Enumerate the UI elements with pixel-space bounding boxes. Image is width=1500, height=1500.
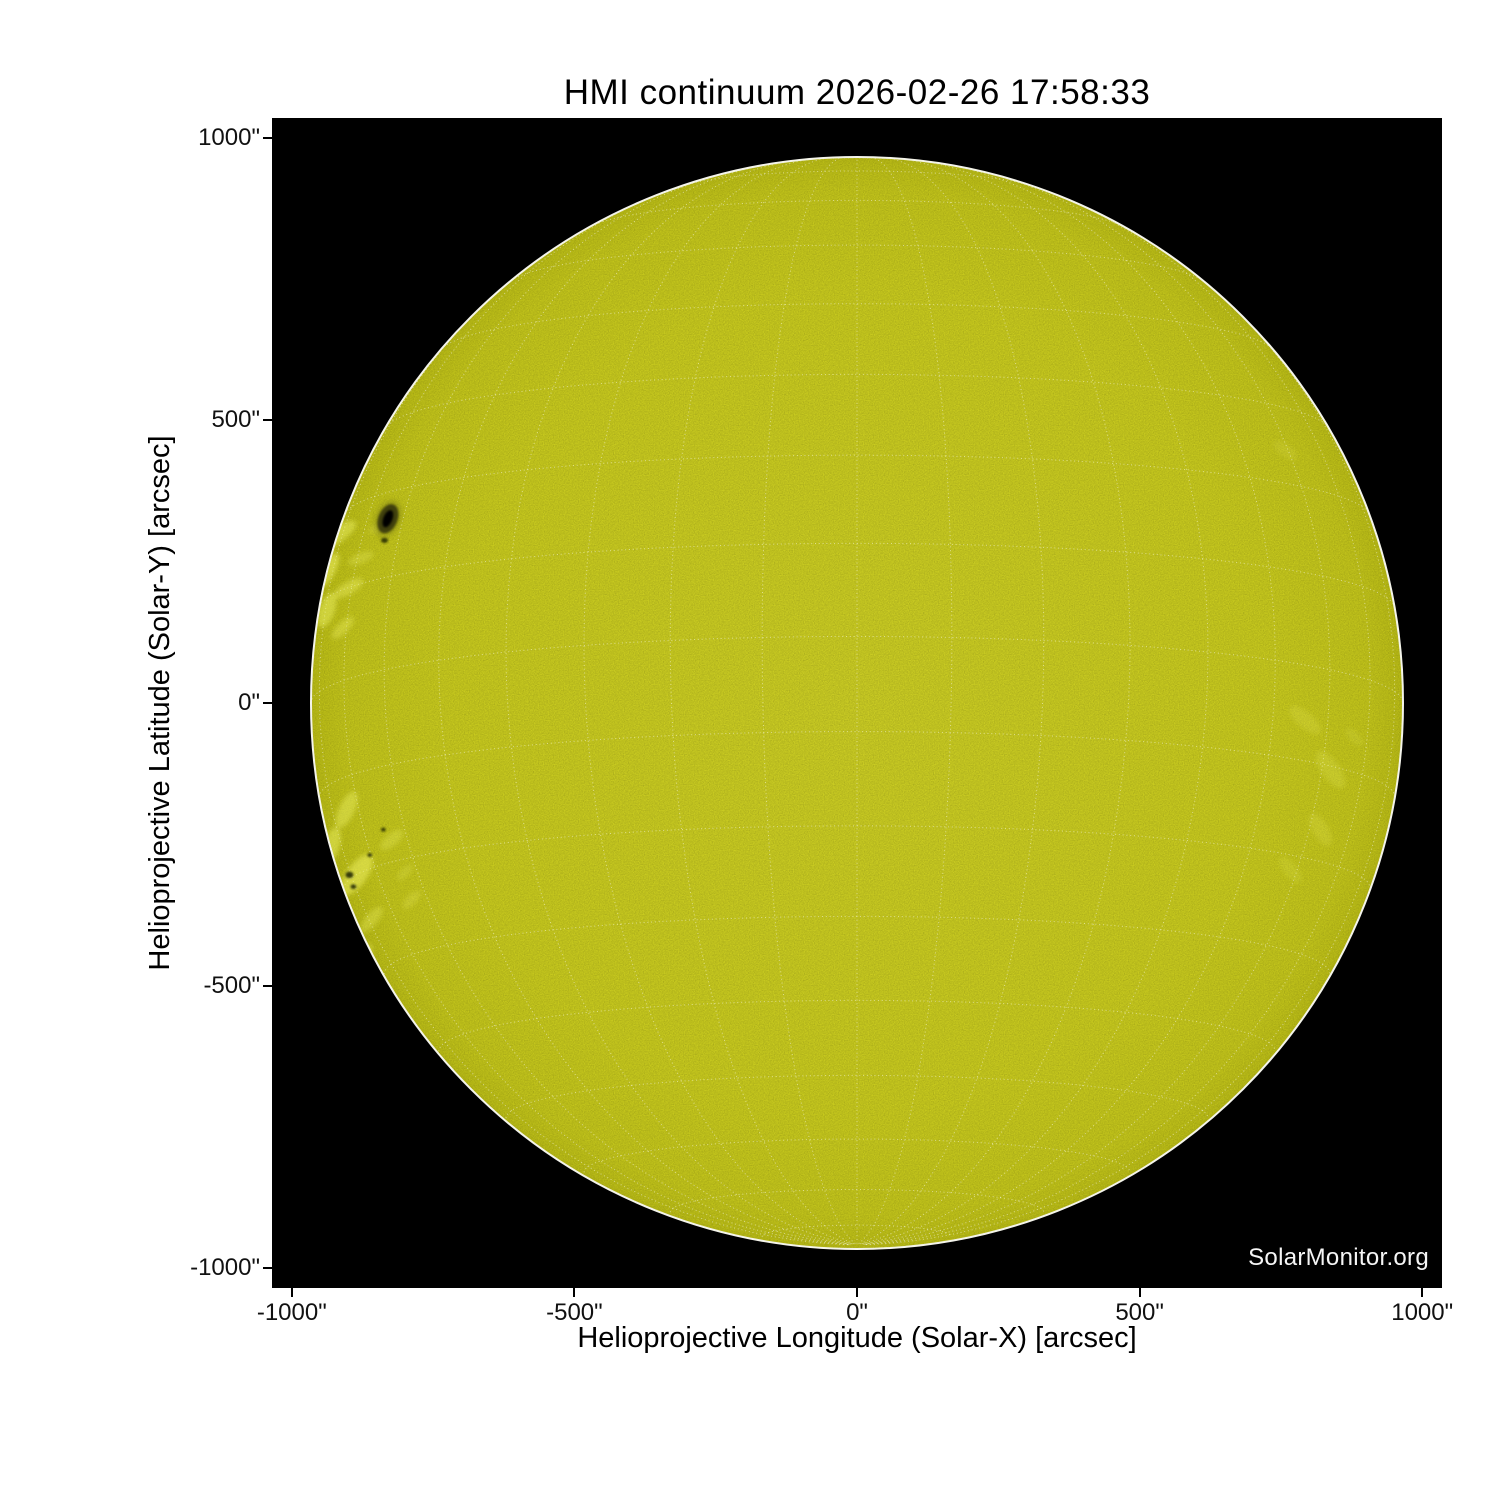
y-tick-mark <box>263 1267 272 1270</box>
x-tick-mark <box>1421 1288 1424 1297</box>
solar-disk-image <box>310 156 1404 1250</box>
pores-layer <box>345 537 388 889</box>
plot-area: SolarMonitor.org <box>272 118 1442 1288</box>
y-tick-mark <box>263 702 272 704</box>
sunspot-group <box>373 499 403 538</box>
x-axis-label: Helioprojective Longitude (Solar-X) [arc… <box>577 1322 1137 1354</box>
y-tick-mark <box>263 419 272 422</box>
x-tick-mark <box>856 1288 858 1297</box>
y-tick-mark <box>263 984 272 987</box>
y-axis-label: Helioprojective Latitude (Solar-Y) [arcs… <box>144 435 176 971</box>
chart-title: HMI continuum 2026-02-26 17:58:33 <box>563 73 1151 112</box>
x-tick-mark <box>1138 1288 1141 1297</box>
noise-layer <box>312 158 1402 1248</box>
x-tick-mark <box>290 1288 293 1297</box>
watermark: SolarMonitor.org <box>1248 1244 1429 1271</box>
x-tick-mark <box>573 1288 576 1297</box>
heliographic-grid <box>312 158 1402 1246</box>
y-tick-mark <box>263 136 272 139</box>
